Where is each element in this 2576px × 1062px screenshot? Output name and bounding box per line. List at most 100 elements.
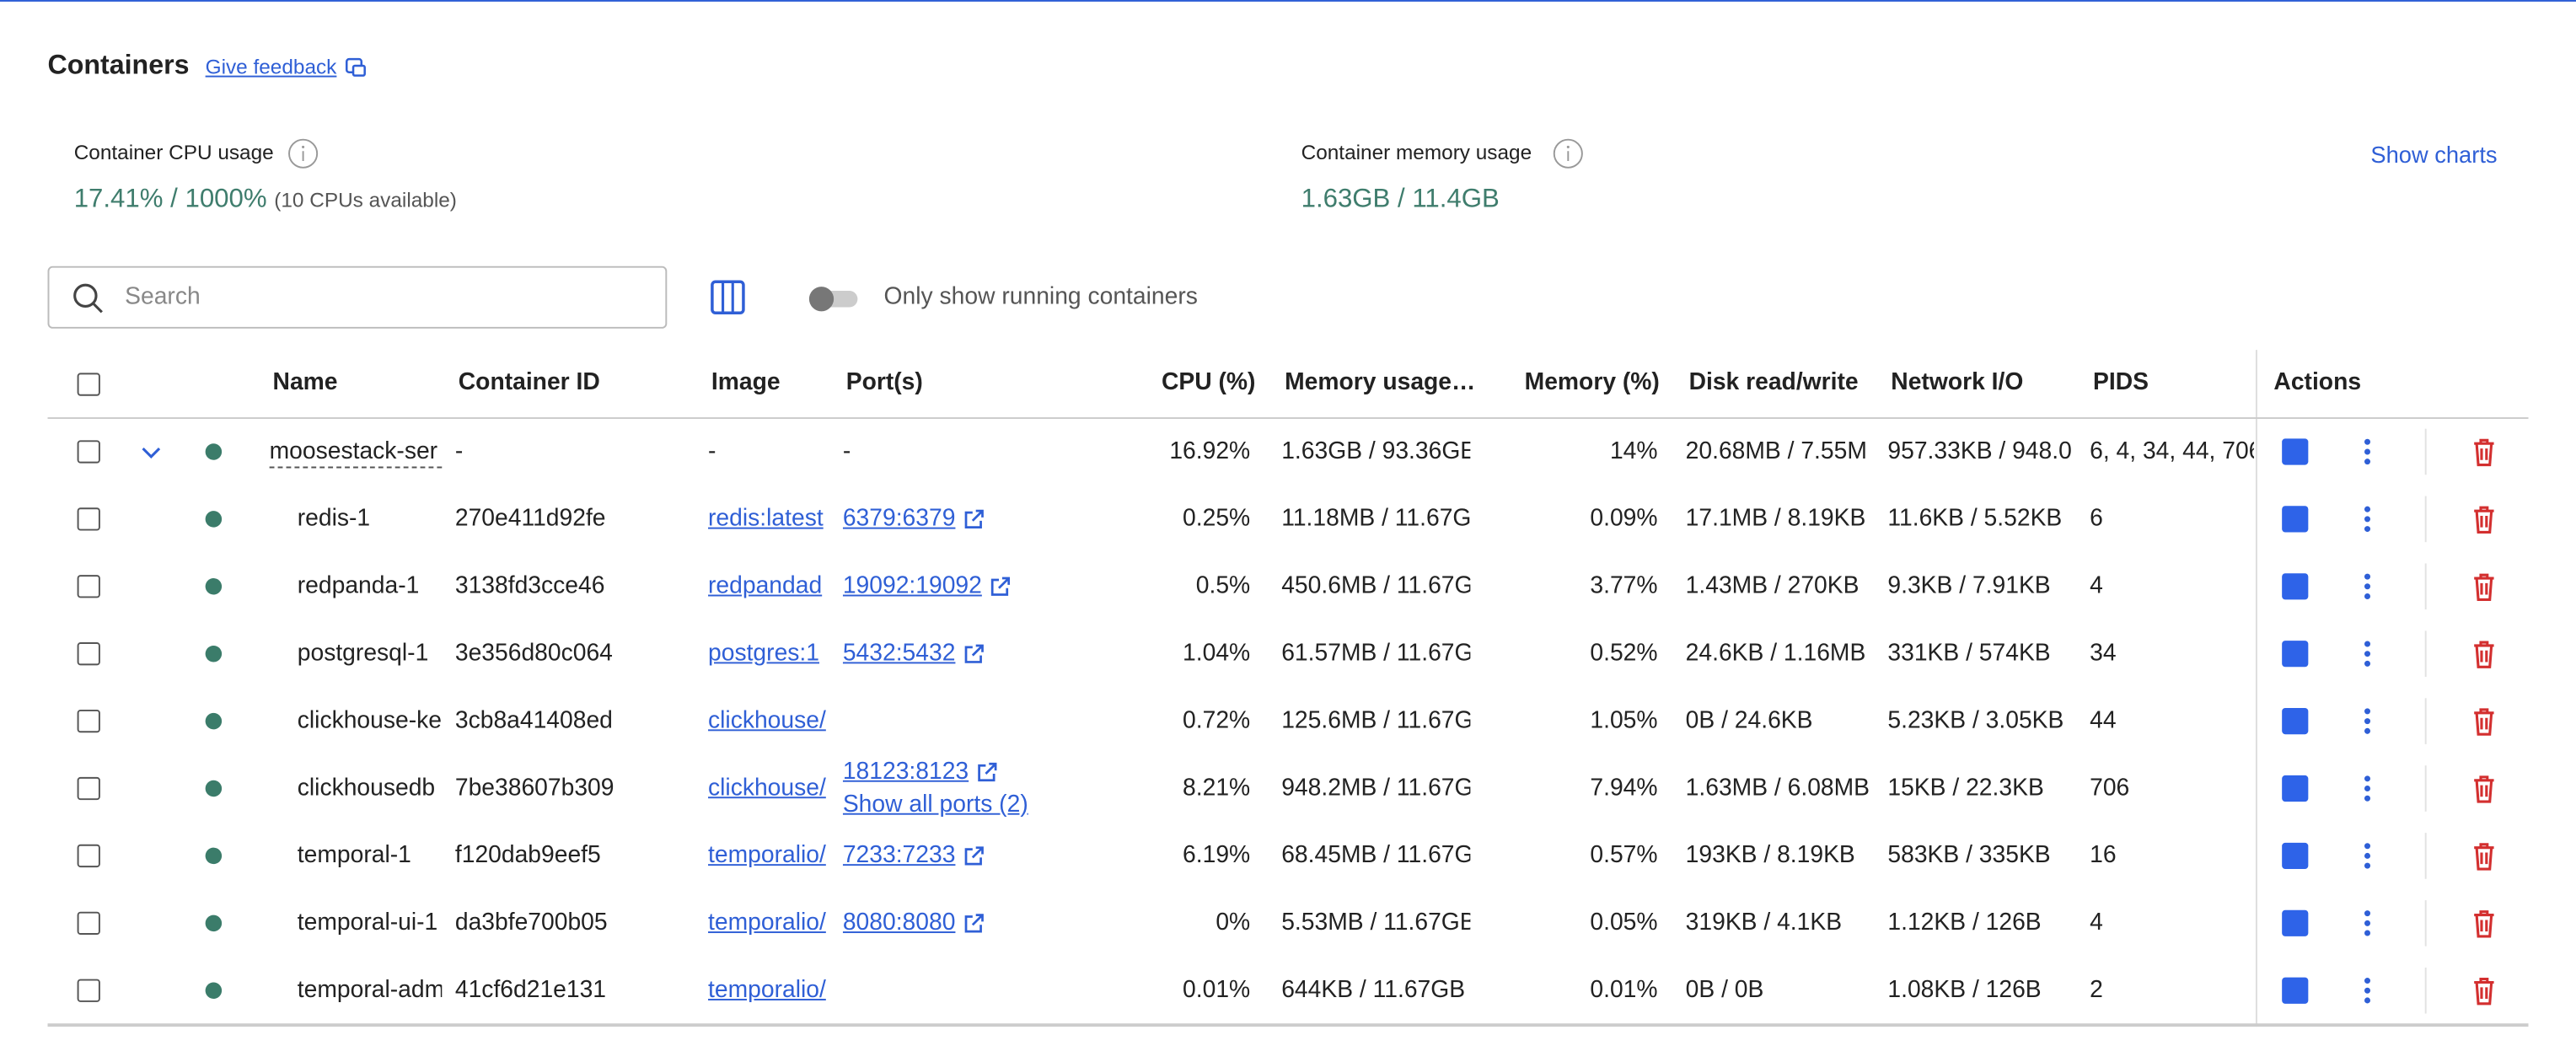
delete-button[interactable] — [2469, 435, 2498, 476]
status-dot — [206, 780, 222, 796]
checkbox[interactable] — [78, 507, 100, 530]
checkbox[interactable] — [78, 777, 100, 800]
expand-chevron[interactable] — [142, 442, 161, 471]
cpu-total: / 1000% — [170, 185, 266, 213]
status-dot — [206, 511, 222, 527]
start-button[interactable] — [2282, 438, 2308, 464]
checkbox[interactable] — [78, 642, 100, 665]
port[interactable]: 7233:7233 — [843, 841, 956, 871]
image[interactable]: temporalio/ — [708, 976, 829, 1006]
more-menu[interactable] — [2363, 974, 2373, 1016]
container-name[interactable]: redpanda-1 — [298, 571, 443, 601]
start-button[interactable] — [2282, 843, 2308, 869]
delete-button[interactable] — [2469, 502, 2498, 544]
mem-used: 1.63GB — [1301, 185, 1391, 213]
start-button[interactable] — [2282, 978, 2308, 1004]
checkbox[interactable] — [78, 912, 100, 935]
port[interactable]: 19092:19092 — [843, 571, 982, 601]
info-icon[interactable] — [1553, 138, 1584, 169]
container-name[interactable]: redis-1 — [298, 504, 443, 534]
feedback-link[interactable]: Give feedback — [206, 56, 337, 78]
checkbox[interactable] — [78, 710, 100, 732]
search-placeholder: Search — [125, 284, 201, 310]
container-name[interactable]: postgresql-1 — [298, 639, 443, 668]
search-box[interactable]: Search — [48, 266, 668, 329]
checkbox[interactable] — [78, 575, 100, 598]
more-menu[interactable] — [2363, 637, 2373, 678]
more-menu[interactable] — [2363, 435, 2373, 476]
delete-button[interactable] — [2469, 570, 2498, 611]
column-header: Container ID — [459, 370, 600, 396]
more-menu[interactable] — [2363, 907, 2373, 948]
cell-mem-pct: 0.05% — [1528, 909, 1658, 938]
cell-id: f120dab9eef5 — [455, 841, 685, 871]
port[interactable]: 18123:8123 — [843, 757, 969, 786]
cell-pids: 4 — [2090, 571, 2254, 601]
checkbox[interactable] — [78, 845, 100, 867]
start-button[interactable] — [2282, 708, 2308, 734]
cell-disk: 20.68MB / 7.55M — [1686, 437, 1875, 466]
show-all-ports[interactable]: Show all ports (2) — [843, 790, 1028, 819]
delete-button[interactable] — [2469, 772, 2498, 813]
info-icon[interactable] — [287, 138, 319, 169]
delete-button[interactable] — [2469, 974, 2498, 1016]
column-header: PIDS — [2093, 370, 2149, 396]
delete-button[interactable] — [2469, 839, 2498, 881]
external-link-icon — [963, 914, 984, 943]
external-link-icon — [963, 509, 984, 539]
container-name[interactable]: temporal-ui-1 — [298, 909, 443, 938]
external-link-icon — [976, 762, 997, 791]
checkbox[interactable] — [78, 373, 100, 395]
mem-label: Container memory usage — [1301, 142, 1532, 164]
cell-id: 7be38607b309 — [455, 774, 685, 803]
show-charts[interactable]: Show charts — [2370, 142, 2497, 168]
column-header: Port(s) — [846, 370, 923, 396]
port[interactable]: 6379:6379 — [843, 504, 956, 534]
more-menu[interactable] — [2363, 570, 2373, 611]
checkbox[interactable] — [78, 979, 100, 1002]
delete-button[interactable] — [2469, 637, 2498, 678]
start-button[interactable] — [2282, 910, 2308, 936]
image[interactable]: redpandad — [708, 571, 829, 601]
more-menu[interactable] — [2363, 839, 2373, 881]
more-menu[interactable] — [2363, 705, 2373, 746]
cell-id: 270e411d92fe — [455, 504, 685, 534]
start-button[interactable] — [2282, 775, 2308, 802]
more-menu[interactable] — [2363, 502, 2373, 544]
image[interactable]: clickhouse/ — [708, 706, 829, 736]
action-divider — [2425, 564, 2427, 610]
cell-id: - — [455, 437, 685, 466]
status-dot — [206, 443, 222, 459]
cell-mem-pct: 7.94% — [1528, 774, 1658, 803]
start-button[interactable] — [2282, 573, 2308, 599]
start-button[interactable] — [2282, 506, 2308, 532]
container-name[interactable]: temporal-1 — [298, 841, 443, 871]
column-header: Actions — [2273, 370, 2361, 396]
container-name[interactable]: temporal-adm — [298, 976, 443, 1006]
cell-cpu: 6.19% — [1150, 841, 1250, 871]
image[interactable]: temporalio/ — [708, 841, 829, 871]
cell-cpu: 0.01% — [1150, 976, 1250, 1006]
cell-mem-pct: 3.77% — [1528, 571, 1658, 601]
cell-mem-usage: 948.2MB / 11.67GB — [1281, 774, 1470, 803]
container-name[interactable]: clickhouse-ke — [298, 706, 443, 736]
running-toggle[interactable] — [807, 284, 859, 312]
checkbox[interactable] — [78, 440, 100, 463]
delete-button[interactable] — [2469, 705, 2498, 746]
image[interactable]: temporalio/ — [708, 909, 829, 938]
columns-button[interactable] — [710, 279, 746, 315]
image[interactable]: postgres:1 — [708, 639, 829, 668]
delete-button[interactable] — [2469, 907, 2498, 948]
cell-net: 5.23KB / 3.05KB — [1887, 706, 2076, 736]
more-menu[interactable] — [2363, 772, 2373, 813]
image[interactable]: redis:latest — [708, 504, 829, 534]
cell-mem-usage: 1.63GB / 93.36GE — [1281, 437, 1470, 466]
action-divider — [2425, 698, 2427, 744]
start-button[interactable] — [2282, 641, 2308, 667]
port[interactable]: 5432:5432 — [843, 639, 956, 668]
image[interactable]: clickhouse/ — [708, 774, 829, 803]
container-name[interactable]: clickhousedb — [298, 774, 443, 803]
port[interactable]: 8080:8080 — [843, 909, 956, 938]
cell-id: 3138fd3cce46 — [455, 571, 685, 601]
container-name[interactable]: moosestack-ser — [270, 437, 443, 468]
